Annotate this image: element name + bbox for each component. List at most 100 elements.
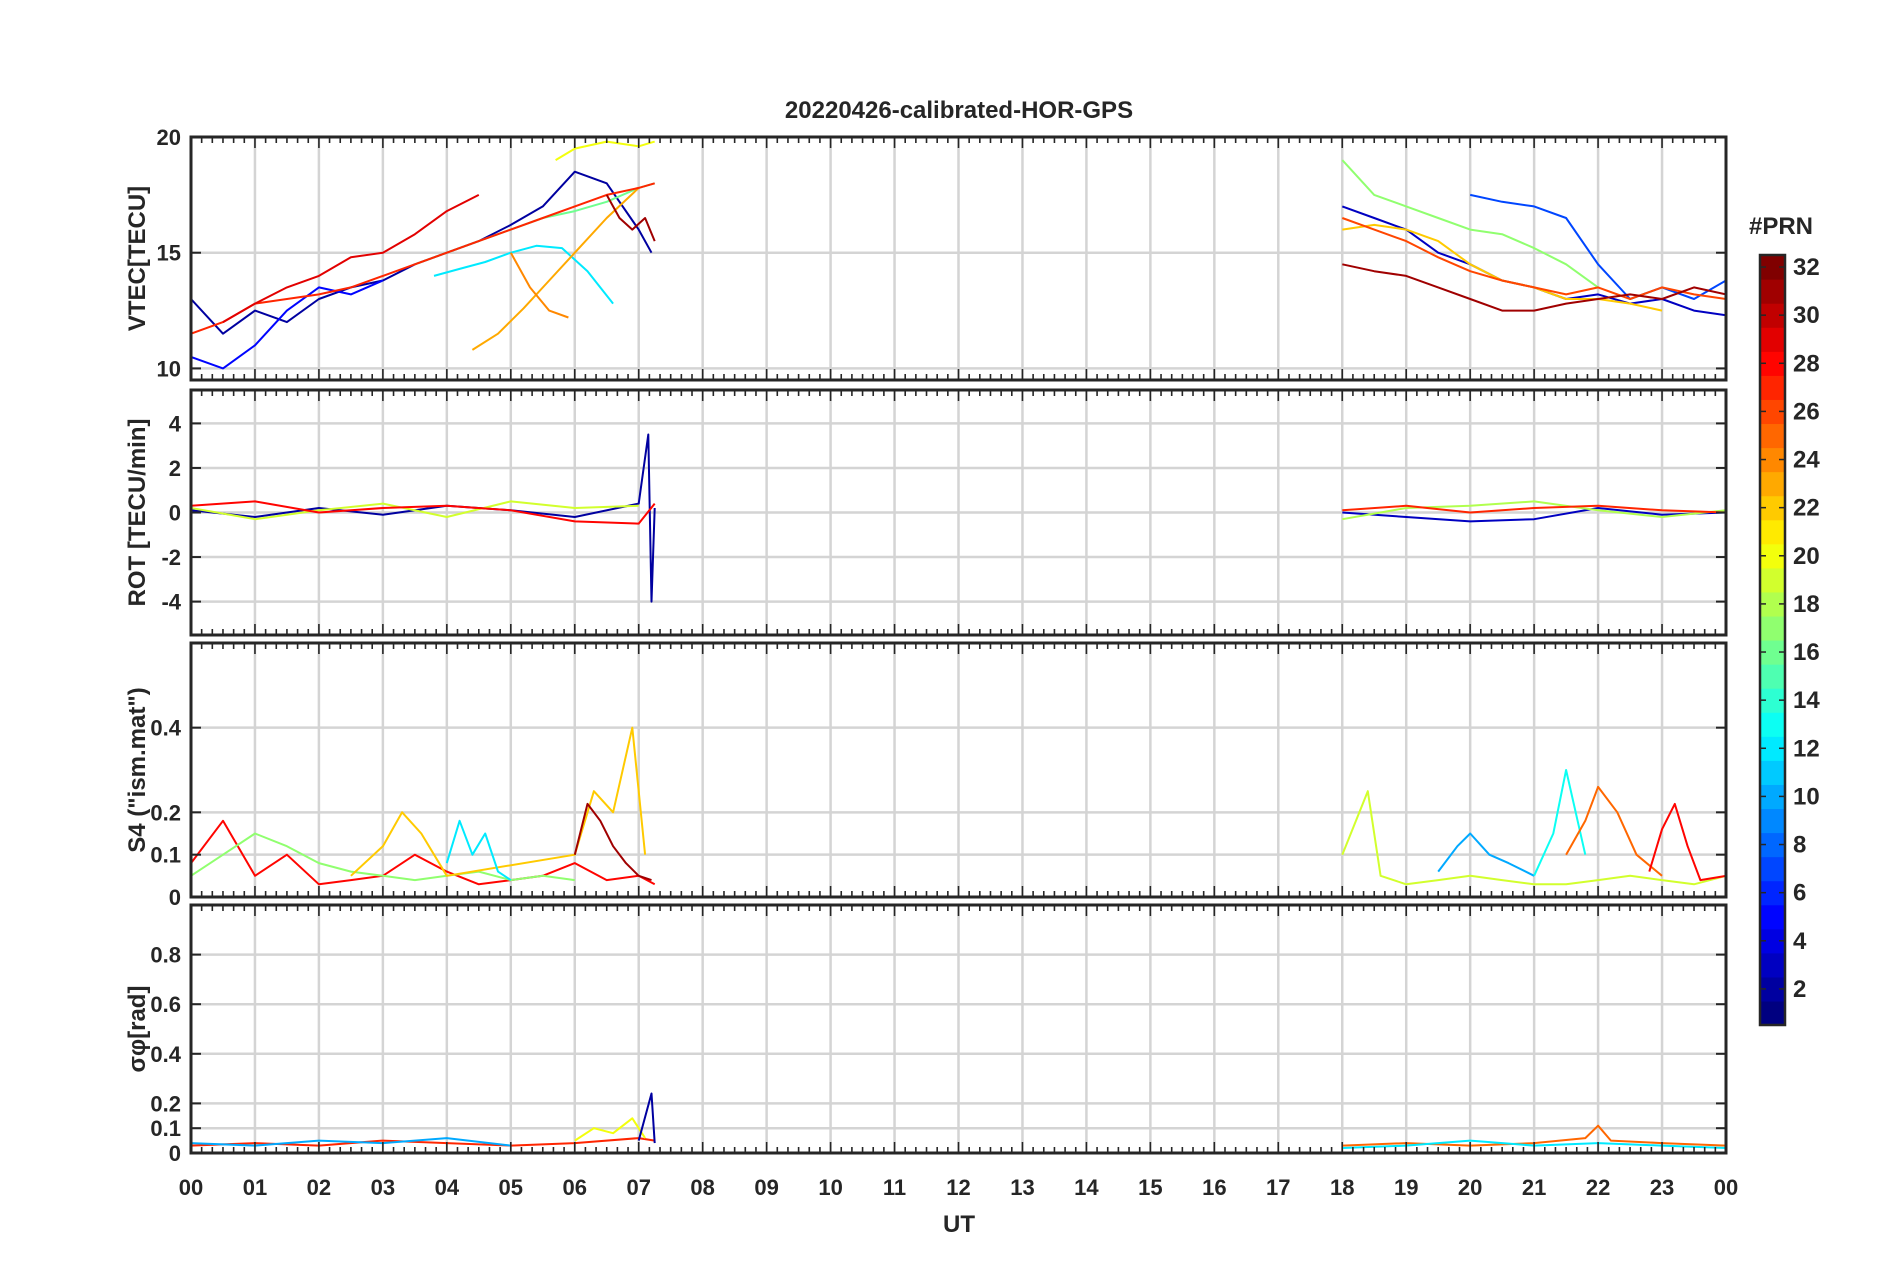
y-axis-label: ROT [TECU/min] bbox=[124, 419, 151, 607]
series-prn-31 bbox=[605, 194, 656, 242]
chart-title: 20220426-calibrated-HOR-GPS bbox=[785, 97, 1133, 124]
colorbar-swatch-prn-25 bbox=[1760, 423, 1785, 449]
x-tick-label: 00 bbox=[1714, 1175, 1738, 1200]
y-tick-label: 2 bbox=[169, 456, 181, 481]
colorbar-swatch-prn-11 bbox=[1760, 760, 1785, 785]
y-tick-label: 0.1 bbox=[150, 1116, 181, 1141]
series-prn-28 bbox=[191, 500, 656, 525]
x-tick-label: 18 bbox=[1330, 1175, 1354, 1200]
colorbar-swatch-prn-9 bbox=[1760, 808, 1785, 834]
series-prn-26 bbox=[1341, 217, 1726, 300]
panel-2: -4 -2 0 2 4 ROT [TECU/min] bbox=[124, 388, 1728, 637]
colorbar-swatch-prn-7 bbox=[1760, 856, 1785, 882]
x-tick-label: 22 bbox=[1586, 1175, 1610, 1200]
y-tick-label: 0 bbox=[169, 501, 181, 526]
series-prn-31 bbox=[573, 802, 652, 882]
y-tick-label: -2 bbox=[161, 545, 181, 570]
colorbar-tick-label: 20 bbox=[1793, 543, 1820, 570]
series-prn-31 bbox=[1342, 263, 1726, 312]
x-tick-label: 16 bbox=[1202, 1175, 1226, 1200]
series-prn-5 bbox=[191, 279, 384, 370]
x-tick-labels: 00 01 02 03 04 05 06 07 08 09 10 11 12 13 14 15 16 17 18 19… bbox=[179, 1175, 1738, 1200]
y-axis-label: VTEC[TECU] bbox=[124, 186, 151, 331]
panel-4: 00.10.2 0.4 0.6 0.8 σφ[rad] bbox=[124, 903, 1728, 1166]
series-prn-27 bbox=[191, 182, 655, 335]
y-tick-label: 20 bbox=[157, 125, 181, 150]
y-tick-label: 4 bbox=[169, 411, 182, 436]
series-prn-12 bbox=[433, 244, 614, 305]
series-prn-7 bbox=[1469, 193, 1726, 300]
panel-frame bbox=[189, 903, 1728, 1155]
series-group bbox=[191, 433, 1726, 603]
series-prn-23 bbox=[471, 187, 640, 351]
colorbar-swatch-prn-29 bbox=[1760, 327, 1785, 352]
x-tick-label: 09 bbox=[754, 1175, 778, 1200]
x-tick-label: 11 bbox=[883, 1175, 906, 1200]
x-tick-label: 01 bbox=[243, 1175, 267, 1200]
y-tick-label: 0.6 bbox=[150, 992, 181, 1017]
x-tick-label: 10 bbox=[818, 1175, 842, 1200]
series-prn-20 bbox=[574, 1117, 646, 1142]
y-tick-label: 0.4 bbox=[150, 1042, 181, 1067]
x-tick-label: 17 bbox=[1266, 1175, 1290, 1200]
colorbar-swatch-prn-3 bbox=[1760, 952, 1785, 978]
y-tick-label: 0 bbox=[169, 885, 181, 910]
series-prn-22 bbox=[350, 726, 647, 877]
x-tick-label: 03 bbox=[371, 1175, 395, 1200]
series-prn-10 bbox=[191, 1137, 511, 1147]
colorbar-frame bbox=[1758, 253, 1787, 1027]
colorbar-tick-label: 2 bbox=[1793, 976, 1806, 1003]
x-tick-label: 13 bbox=[1010, 1175, 1034, 1200]
series-prn-27 bbox=[1342, 504, 1726, 514]
x-tick-label: 08 bbox=[690, 1175, 714, 1200]
x-tick-label: 07 bbox=[626, 1175, 650, 1200]
colorbar-tick-label: 28 bbox=[1793, 350, 1820, 377]
x-tick-label: 02 bbox=[307, 1175, 331, 1200]
y-tick-label: 0.8 bbox=[150, 943, 181, 968]
colorbar-swatch-prn-21 bbox=[1760, 519, 1785, 545]
series-prn-2 bbox=[637, 1092, 656, 1144]
colorbar-tick-label: 30 bbox=[1793, 302, 1820, 329]
panel-frame bbox=[189, 135, 1728, 382]
colorbar-tick-label: 6 bbox=[1793, 880, 1806, 907]
colorbar-title: #PRN bbox=[1749, 213, 1813, 240]
y-axis-label: S4 ("ism.mat") bbox=[124, 687, 151, 852]
x-tick-label: 19 bbox=[1394, 1175, 1418, 1200]
colorbar-tick-label: 8 bbox=[1793, 832, 1806, 859]
y-tick-label: 0.2 bbox=[150, 1091, 181, 1116]
series-prn-28 bbox=[1648, 802, 1726, 882]
colorbar-tick-label: 14 bbox=[1793, 687, 1820, 714]
x-tick-label: 20 bbox=[1458, 1175, 1482, 1200]
colorbar-tick-label: 10 bbox=[1793, 783, 1820, 810]
series-group bbox=[191, 726, 1726, 886]
colorbar-tick-label: 26 bbox=[1793, 398, 1820, 425]
series-prn-28 bbox=[191, 819, 656, 886]
colorbar-swatch-prn-23 bbox=[1760, 471, 1785, 497]
colorbar-tick-label: 16 bbox=[1793, 639, 1820, 666]
colorbar-swatch-prn-17 bbox=[1760, 615, 1785, 641]
colorbar-tick-label: 4 bbox=[1793, 928, 1807, 955]
series-group bbox=[191, 140, 1726, 370]
series-prn-19 bbox=[191, 500, 639, 521]
panel-3: 0 0.1 0.2 0.4S4 ("ism.mat") bbox=[124, 641, 1728, 910]
colorbar-tick-label: 22 bbox=[1793, 495, 1820, 522]
series-prn-13 bbox=[1533, 769, 1587, 877]
x-tick-label: 23 bbox=[1650, 1175, 1674, 1200]
series-prn-18 bbox=[1342, 500, 1726, 521]
series-prn-3 bbox=[1342, 507, 1726, 523]
colorbar-tick-label: 32 bbox=[1793, 254, 1820, 281]
y-tick-label: 10 bbox=[157, 356, 181, 381]
panel-frame bbox=[189, 388, 1728, 637]
x-tick-label: 21 bbox=[1522, 1175, 1546, 1200]
y-tick-label: -4 bbox=[161, 590, 181, 615]
series-prn-12 bbox=[445, 819, 512, 881]
colorbar-swatch-prn-27 bbox=[1760, 375, 1785, 400]
series-prn-19 bbox=[1341, 790, 1726, 886]
y-tick-label: 15 bbox=[157, 241, 181, 266]
y-tick-label: 0.4 bbox=[150, 716, 181, 741]
x-tick-label: 06 bbox=[563, 1175, 587, 1200]
series-prn-29 bbox=[222, 194, 480, 323]
